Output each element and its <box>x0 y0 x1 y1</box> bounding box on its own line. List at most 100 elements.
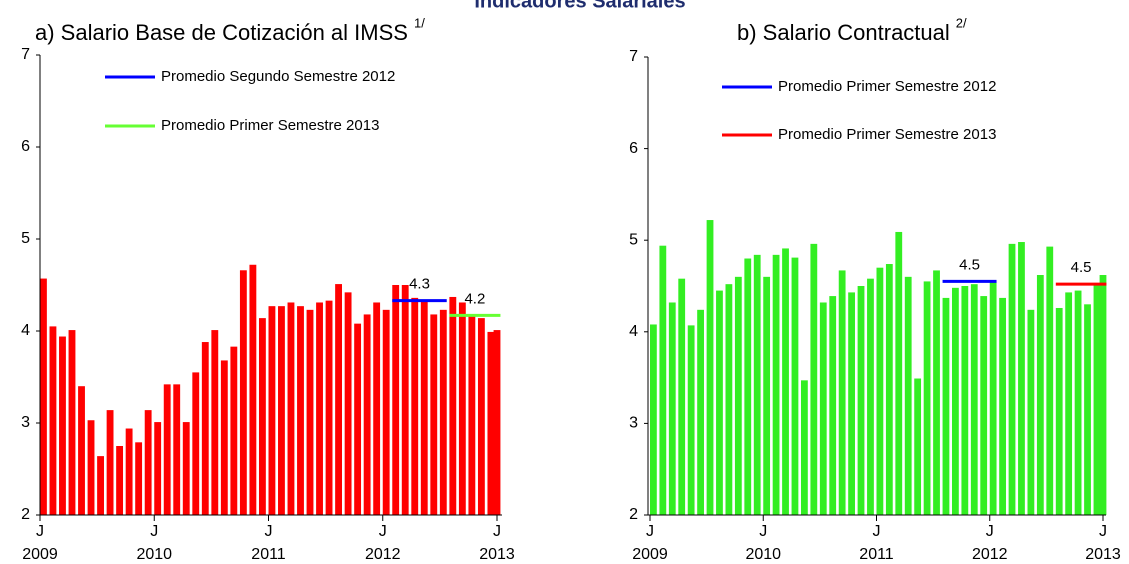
x-year-label: 2010 <box>136 546 172 563</box>
bar <box>125 428 133 515</box>
bar <box>401 285 409 515</box>
bar <box>1018 242 1025 516</box>
legend-label: Promedio Primer Semestre 2013 <box>778 126 996 143</box>
bar <box>923 281 931 515</box>
bar <box>829 296 837 515</box>
bar <box>477 318 485 515</box>
bar <box>493 330 501 515</box>
bar <box>97 456 104 515</box>
x-tick-label: J <box>379 523 387 540</box>
bar <box>876 267 884 515</box>
y-tick-label: 5 <box>21 230 30 247</box>
bar <box>697 309 704 515</box>
y-tick-label: 2 <box>21 506 30 523</box>
bar <box>287 302 295 515</box>
x-tick-label: J <box>1099 523 1107 540</box>
bar <box>952 287 959 515</box>
x-year-label: 2012 <box>365 546 401 563</box>
bar <box>154 422 162 515</box>
bar <box>904 276 912 515</box>
bar <box>772 254 780 515</box>
bar <box>933 270 940 515</box>
bar <box>895 231 903 515</box>
x-tick-label: J <box>986 523 994 540</box>
bar <box>1084 304 1091 515</box>
bar <box>144 410 152 515</box>
bar <box>914 378 922 515</box>
bar <box>68 330 76 515</box>
footnote-ref: 1/ <box>414 15 425 30</box>
bar <box>1046 246 1054 515</box>
bar <box>763 276 771 515</box>
y-tick-label: 7 <box>629 48 638 65</box>
bar <box>659 245 667 516</box>
bar <box>201 342 209 515</box>
bar <box>135 442 143 515</box>
bar <box>857 286 865 515</box>
bar <box>163 384 171 515</box>
average-label: 4.5 <box>959 256 980 273</box>
bar <box>392 285 400 515</box>
bar <box>970 284 978 515</box>
y-tick-label: 4 <box>21 322 30 339</box>
bar <box>1099 275 1107 515</box>
x-year-label: 2011 <box>859 546 894 563</box>
bar <box>1036 275 1044 515</box>
bar <box>306 309 314 515</box>
bar <box>258 318 266 515</box>
y-tick-label: 5 <box>629 231 638 248</box>
bar <box>1065 292 1073 515</box>
y-tick-label: 7 <box>21 46 30 63</box>
x-year-label: 2013 <box>479 546 515 563</box>
x-tick-label: J <box>150 523 158 540</box>
x-tick-label: J <box>265 523 273 540</box>
bar <box>961 286 969 515</box>
bar <box>782 248 789 515</box>
bar <box>363 314 371 515</box>
average-label: 4.2 <box>464 290 485 307</box>
bar <box>1055 307 1063 515</box>
bar <box>87 420 95 515</box>
bar <box>999 297 1006 515</box>
y-tick-label: 6 <box>629 140 638 157</box>
panel-title: a) Salario Base de Cotización al IMSS <box>35 20 408 45</box>
bar <box>106 410 114 515</box>
x-tick-label: J <box>493 523 501 540</box>
legend-label: Promedio Primer Semestre 2012 <box>778 78 996 95</box>
y-tick-label: 3 <box>21 414 30 431</box>
bar <box>449 296 457 515</box>
bar <box>249 264 257 515</box>
bar <box>706 220 714 515</box>
x-tick-label: J <box>873 523 881 540</box>
bar <box>220 360 228 515</box>
bar <box>278 306 285 515</box>
y-tick-label: 3 <box>629 415 638 432</box>
bar <box>1093 284 1101 515</box>
x-year-label: 2011 <box>251 546 286 563</box>
bar <box>801 380 808 515</box>
bar <box>980 296 988 515</box>
bar <box>325 300 333 515</box>
bar <box>678 278 686 515</box>
bar <box>173 384 181 515</box>
bar <box>354 323 362 515</box>
bar <box>420 300 428 515</box>
bar <box>239 270 247 515</box>
bar <box>411 297 419 515</box>
bar <box>458 302 466 515</box>
average-label: 4.3 <box>409 276 430 293</box>
bar <box>1027 309 1035 515</box>
bar <box>716 290 723 515</box>
bar <box>819 302 827 515</box>
average-label: 4.5 <box>1071 259 1092 276</box>
bar <box>725 284 733 515</box>
bar <box>810 243 818 515</box>
bar <box>182 422 190 515</box>
bar <box>1008 243 1016 515</box>
x-tick-label: J <box>646 523 654 540</box>
x-tick-label: J <box>759 523 767 540</box>
panel-title: b) Salario Contractual <box>737 20 950 45</box>
legend-label: Promedio Segundo Semestre 2012 <box>161 68 395 85</box>
bar <box>942 297 950 515</box>
